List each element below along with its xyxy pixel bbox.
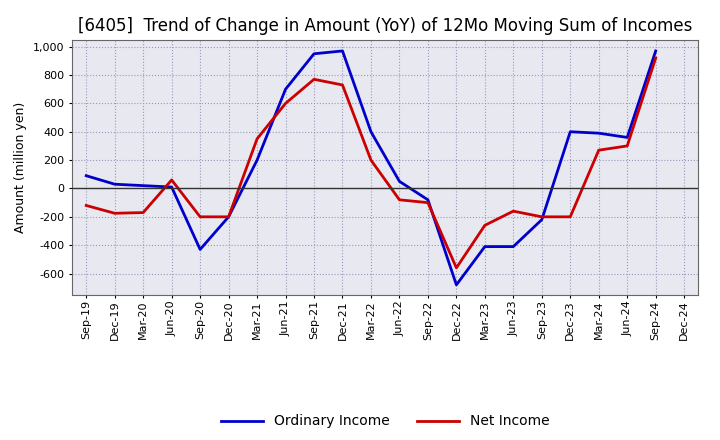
Ordinary Income (282, 87, 290, 92)
Net Income (167, 177, 176, 183)
Ordinary Income (480, 244, 489, 249)
Line: Ordinary Income: Ordinary Income (86, 51, 656, 285)
Ordinary Income (310, 51, 318, 56)
Net Income (139, 210, 148, 215)
Net Income (366, 158, 375, 163)
Ordinary Income (623, 135, 631, 140)
Net Income (452, 265, 461, 271)
Ordinary Income (652, 48, 660, 54)
Ordinary Income (225, 214, 233, 220)
Title: [6405]  Trend of Change in Amount (YoY) of 12Mo Moving Sum of Incomes: [6405] Trend of Change in Amount (YoY) o… (78, 17, 693, 35)
Ordinary Income (338, 48, 347, 54)
Ordinary Income (509, 244, 518, 249)
Net Income (253, 136, 261, 142)
Ordinary Income (196, 247, 204, 252)
Legend: Ordinary Income, Net Income: Ordinary Income, Net Income (215, 409, 555, 434)
Net Income (282, 101, 290, 106)
Net Income (652, 55, 660, 61)
Y-axis label: Amount (million yen): Amount (million yen) (14, 102, 27, 233)
Net Income (196, 214, 204, 220)
Ordinary Income (366, 129, 375, 134)
Ordinary Income (423, 197, 432, 202)
Ordinary Income (167, 184, 176, 190)
Net Income (595, 147, 603, 153)
Ordinary Income (537, 217, 546, 222)
Ordinary Income (395, 179, 404, 184)
Net Income (110, 211, 119, 216)
Ordinary Income (82, 173, 91, 178)
Line: Net Income: Net Income (86, 58, 656, 268)
Net Income (566, 214, 575, 220)
Ordinary Income (139, 183, 148, 188)
Net Income (623, 143, 631, 149)
Net Income (225, 214, 233, 220)
Net Income (395, 197, 404, 202)
Ordinary Income (566, 129, 575, 134)
Ordinary Income (110, 182, 119, 187)
Net Income (82, 203, 91, 208)
Net Income (338, 82, 347, 88)
Ordinary Income (595, 131, 603, 136)
Ordinary Income (253, 158, 261, 163)
Net Income (310, 77, 318, 82)
Net Income (480, 223, 489, 228)
Net Income (537, 214, 546, 220)
Net Income (509, 209, 518, 214)
Net Income (423, 200, 432, 205)
Ordinary Income (452, 282, 461, 287)
